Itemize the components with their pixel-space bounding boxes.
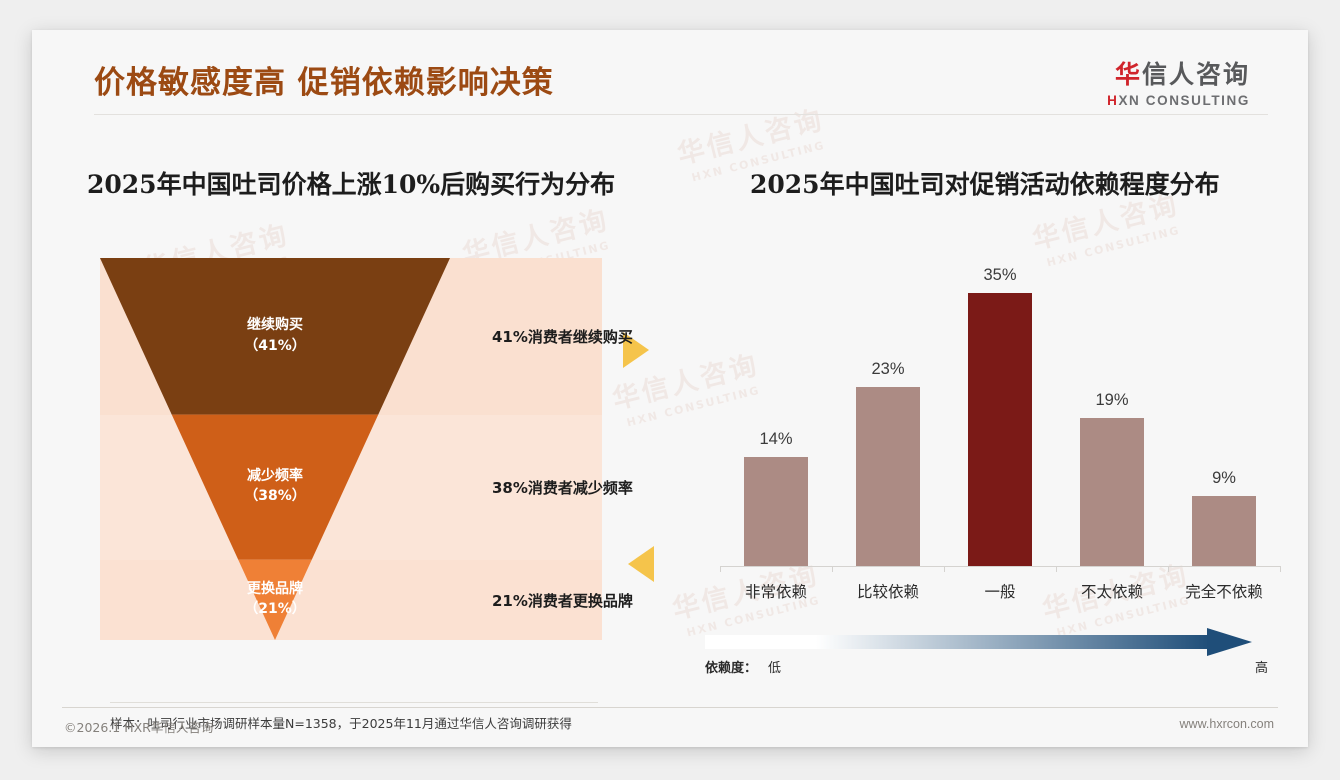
funnel-seg1-value: （38%） [244,488,306,505]
legend-high-label: 高 [1254,661,1268,676]
gradient-arrow-icon [705,628,1252,656]
funnel-segment-0[interactable] [100,258,450,415]
play-right-icon [623,332,649,368]
x-axis-label-4: 完全不依赖 [1185,583,1263,601]
bar-plot-area [720,270,1280,566]
dependency-gradient-legend: 依赖度： 低 高 [692,626,1292,686]
funnel-seg0-name: 继续购买 [247,317,303,334]
axis-tick-4 [1168,566,1169,572]
funnel-segment-1[interactable] [171,414,379,560]
footer-copyright: ©2026.1 HXR华信人咨询 [64,720,214,735]
x-axis-label-2: 一般 [984,583,1016,601]
funnel-seg2-value: （21%） [244,601,306,618]
funnel-segment-label-0: 继续购买 （41%） [100,315,450,356]
x-axis-label-0: 非常依赖 [744,583,807,601]
axis-tick-1 [832,566,833,572]
legend-title: 依赖度： [705,661,758,676]
bar-4[interactable] [1192,495,1256,566]
logo-chinese-rest: 信人咨询 [1141,60,1250,89]
axis-tick-5 [1280,566,1281,572]
axis-tick-3 [1056,566,1057,572]
logo-chinese: 华信人咨询 [1107,62,1250,87]
dependency-bar-chart: 非常依赖 比较依赖 一般 不太依赖 完全不依赖 14% 23% 35% 19% 9% [692,266,1292,620]
logo-accent-char: 华 [1114,60,1142,89]
play-left-icon [628,546,654,582]
brand-logo: 华信人咨询 HXN CONSULTING [1107,62,1250,108]
bar-value-label-2: 35% [983,266,1017,285]
page-title: 价格敏感度高 促销依赖影响决策 [94,65,554,101]
header-divider [94,114,1268,115]
watermark-en: HXN CONSULTING [1045,223,1182,270]
bar-value-label-0: 14% [759,429,793,448]
funnel-band-2 [100,559,602,640]
funnel-shape [100,258,450,640]
x-axis-label-3: 不太依赖 [1080,583,1143,601]
axis-tick-0 [720,566,721,572]
funnel-seg1-name: 减少频率 [247,468,303,485]
bar-value-label-1: 23% [871,359,905,378]
funnel-segment-label-2: 更换品牌 （21%） [100,579,450,620]
legend-low-label: 低 [768,661,782,676]
funnel-side-text-1: 38%消费者减少频率 [492,479,633,498]
left-chart-title: 2025年中国吐司价格上涨10%后购买行为分布 [87,170,616,199]
logo-en-accent-char: H [1107,93,1119,108]
slide-canvas: 华信人咨询 HXN CONSULTING 华信人咨询 HXN CONSULTIN… [32,30,1308,747]
bar-value-label-4: 9% [1212,468,1236,487]
funnel-segment-2[interactable] [238,559,312,640]
bar-2[interactable] [968,293,1032,566]
right-chart-title: 2025年中国吐司对促销活动依赖程度分布 [750,170,1220,199]
slide-header: 价格敏感度高 促销依赖影响决策 华信人咨询 HXN CONSULTING [32,30,1308,120]
funnel-chart: 继续购买 （41%） 减少频率 （38%） 更换品牌 （21%） 41%消费者继… [100,258,633,640]
funnel-segment-label-1: 减少频率 （38%） [100,466,450,507]
funnel-seg0-value: （41%） [244,337,306,354]
bar-1[interactable] [856,386,920,566]
source-note: 样本：吐司行业市场调研样本量N=1358，于2025年11月通过华信人咨询调研获… [110,702,598,732]
x-axis-line [720,566,1280,567]
axis-tick-2 [944,566,945,572]
funnel-seg2-name: 更换品牌 [247,580,303,597]
footer-divider [62,707,1278,708]
footer-website: www.hxrcon.com [1179,717,1274,731]
funnel-side-text-2: 21%消费者更换品牌 [492,591,633,610]
bar-value-label-3: 19% [1095,391,1129,409]
bar-3[interactable] [1080,418,1144,566]
bar-0[interactable] [744,456,808,566]
logo-english: HXN CONSULTING [1107,94,1250,108]
funnel-side-text-0: 41%消费者继续购买 [492,328,633,347]
logo-english-rest: XN CONSULTING [1118,93,1250,108]
x-axis-label-1: 比较依赖 [856,583,919,601]
